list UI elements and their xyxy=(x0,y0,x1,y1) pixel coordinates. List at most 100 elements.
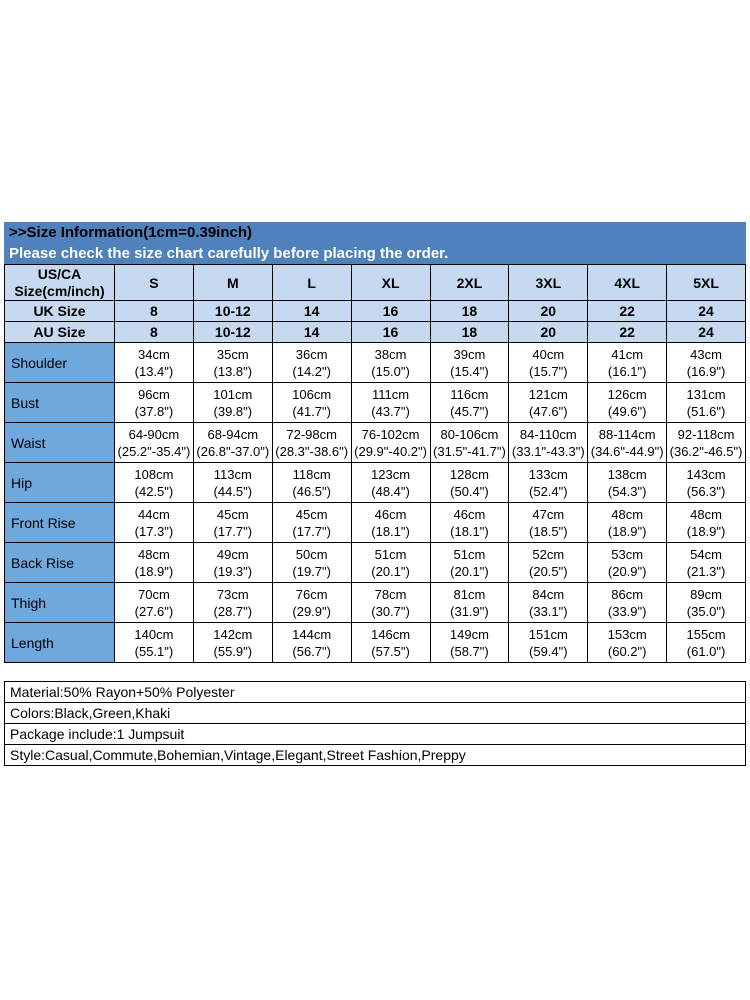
measurement-row-waist: Waist 64-90cm (25.2"-35.4") 68-94cm (26.8"… xyxy=(4,422,746,463)
measurement-value-3xl: 151cm (59.4") xyxy=(508,622,589,663)
uk-size-xl: 16 xyxy=(350,300,431,322)
measurement-value-l: 72-98cm (28.3"-38.6") xyxy=(271,422,352,463)
measurement-value-m: 101cm (39.8") xyxy=(192,382,273,423)
au-size-xl: 16 xyxy=(350,321,431,343)
measurement-value-l: 36cm (14.2") xyxy=(271,342,352,383)
measurement-value-2xl: 51cm (20.1") xyxy=(429,542,510,583)
measurement-value-xl: 78cm (30.7") xyxy=(350,582,431,623)
size-header-3xl: 3XL xyxy=(508,264,589,301)
measurement-value-5xl: 43cm (16.9") xyxy=(666,342,746,383)
product-info-line-2: Colors:Black,Green,Khaki xyxy=(5,703,745,724)
measurement-value-5xl: 155cm (61.0") xyxy=(666,622,746,663)
size-header-s: S xyxy=(114,264,194,301)
measurement-value-s: 44cm (17.3") xyxy=(114,502,194,543)
uk-size-4xl: 22 xyxy=(587,300,668,322)
measurement-row-bust: Bust 96cm (37.8") 101cm (39.8") 106cm (41.7… xyxy=(4,382,746,423)
size-header-row: US/CA Size(cm/inch) S M L XL 2XL 3XL 4XL 5XL xyxy=(4,264,746,301)
size-info-banner: >>Size Information(1cm=0.39inch) Please … xyxy=(4,222,746,264)
measurement-value-3xl: 133cm (52.4") xyxy=(508,462,589,503)
measurement-value-5xl: 143cm (56.3") xyxy=(666,462,746,503)
size-header-2xl: 2XL xyxy=(429,264,510,301)
measurement-row-shoulder: Shoulder 34cm (13.4") 35cm (13.8") 36cm (14… xyxy=(4,342,746,383)
size-header-4xl: 4XL xyxy=(587,264,668,301)
uk-size-3xl: 20 xyxy=(508,300,589,322)
product-info-box: Material:50% Rayon+50% Polyester Colors:B… xyxy=(4,681,746,766)
measurement-value-s: 64-90cm (25.2"-35.4") xyxy=(114,422,194,463)
measurement-row-back-rise: Back Rise 48cm (18.9") 49cm (19.3") 50cm (1… xyxy=(4,542,746,583)
measurement-value-4xl: 153cm (60.2") xyxy=(587,622,668,663)
measurement-value-2xl: 128cm (50.4") xyxy=(429,462,510,503)
au-size-2xl: 18 xyxy=(429,321,510,343)
measurement-value-s: 96cm (37.8") xyxy=(114,382,194,423)
measurement-value-2xl: 80-106cm (31.5"-41.7") xyxy=(429,422,510,463)
measurement-row-front-rise: Front Rise 44cm (17.3") 45cm (17.7") 45cm (… xyxy=(4,502,746,543)
size-header-l: L xyxy=(271,264,352,301)
measurement-value-3xl: 121cm (47.6") xyxy=(508,382,589,423)
measurement-value-l: 45cm (17.7") xyxy=(271,502,352,543)
au-size-4xl: 22 xyxy=(587,321,668,343)
measurement-value-xl: 38cm (15.0") xyxy=(350,342,431,383)
au-size-row: AU Size 8 10-12 14 16 18 20 22 24 xyxy=(4,321,746,343)
measurement-value-4xl: 138cm (54.3") xyxy=(587,462,668,503)
measurement-label: Length xyxy=(4,622,115,663)
measurement-value-m: 142cm (55.9") xyxy=(192,622,273,663)
measurement-value-4xl: 126cm (49.6") xyxy=(587,382,668,423)
measurement-value-s: 48cm (18.9") xyxy=(114,542,194,583)
measurement-value-2xl: 39cm (15.4") xyxy=(429,342,510,383)
measurement-value-xl: 51cm (20.1") xyxy=(350,542,431,583)
measurement-value-5xl: 54cm (21.3") xyxy=(666,542,746,583)
measurement-row-length: Length 140cm (55.1") 142cm (55.9") 144cm (5… xyxy=(4,622,746,663)
measurement-label: Back Rise xyxy=(4,542,115,583)
size-table-header: US/CA Size(cm/inch) S M L XL 2XL 3XL 4XL 5XL UK… xyxy=(4,264,746,343)
measurement-value-m: 35cm (13.8") xyxy=(192,342,273,383)
size-header-xl: XL xyxy=(350,264,431,301)
banner-title: >>Size Information(1cm=0.39inch) xyxy=(4,222,746,243)
measurement-row-hip: Hip 108cm (42.5") 113cm (44.5") 118cm (46.5… xyxy=(4,462,746,503)
measurement-value-4xl: 88-114cm (34.6"-44.9") xyxy=(587,422,668,463)
uk-size-2xl: 18 xyxy=(429,300,510,322)
measurement-value-l: 76cm (29.9") xyxy=(271,582,352,623)
size-chart-content: >>Size Information(1cm=0.39inch) Please … xyxy=(4,222,746,766)
au-size-m: 10-12 xyxy=(192,321,273,343)
measurement-label: Waist xyxy=(4,422,115,463)
size-corner-label: US/CA Size(cm/inch) xyxy=(4,264,115,301)
measurement-value-2xl: 149cm (58.7") xyxy=(429,622,510,663)
uk-size-5xl: 24 xyxy=(666,300,746,322)
au-size-5xl: 24 xyxy=(666,321,746,343)
measurement-value-m: 73cm (28.7") xyxy=(192,582,273,623)
measurement-label: Shoulder xyxy=(4,342,115,383)
measurement-value-s: 70cm (27.6") xyxy=(114,582,194,623)
measurement-row-thigh: Thigh 70cm (27.6") 73cm (28.7") 76cm (29.9"… xyxy=(4,582,746,623)
measurement-label: Bust xyxy=(4,382,115,423)
measurement-value-2xl: 81cm (31.9") xyxy=(429,582,510,623)
size-header-5xl: 5XL xyxy=(666,264,746,301)
measurement-label: Hip xyxy=(4,462,115,503)
uk-size-label: UK Size xyxy=(4,300,115,322)
measurement-value-l: 106cm (41.7") xyxy=(271,382,352,423)
measurement-value-m: 45cm (17.7") xyxy=(192,502,273,543)
measurement-value-5xl: 89cm (35.0") xyxy=(666,582,746,623)
measurement-value-s: 108cm (42.5") xyxy=(114,462,194,503)
measurement-value-l: 144cm (56.7") xyxy=(271,622,352,663)
au-size-l: 14 xyxy=(271,321,352,343)
measurement-value-2xl: 116cm (45.7") xyxy=(429,382,510,423)
measurement-value-m: 68-94cm (26.8"-37.0") xyxy=(192,422,273,463)
measurement-value-m: 113cm (44.5") xyxy=(192,462,273,503)
measurement-value-s: 140cm (55.1") xyxy=(114,622,194,663)
size-chart-table: US/CA Size(cm/inch) S M L XL 2XL 3XL 4XL 5XL UK… xyxy=(4,264,746,663)
measurement-value-5xl: 92-118cm (36.2"-46.5") xyxy=(666,422,746,463)
measurement-value-4xl: 86cm (33.9") xyxy=(587,582,668,623)
uk-size-m: 10-12 xyxy=(192,300,273,322)
measurement-value-xl: 46cm (18.1") xyxy=(350,502,431,543)
au-size-3xl: 20 xyxy=(508,321,589,343)
measurement-value-l: 50cm (19.7") xyxy=(271,542,352,583)
measurement-value-5xl: 48cm (18.9") xyxy=(666,502,746,543)
uk-size-row: UK Size 8 10-12 14 16 18 20 22 24 xyxy=(4,300,746,322)
measurement-value-4xl: 48cm (18.9") xyxy=(587,502,668,543)
measurement-value-3xl: 84cm (33.1") xyxy=(508,582,589,623)
measurement-value-s: 34cm (13.4") xyxy=(114,342,194,383)
uk-size-s: 8 xyxy=(114,300,194,322)
measurement-value-3xl: 47cm (18.5") xyxy=(508,502,589,543)
product-info-line-1: Material:50% Rayon+50% Polyester xyxy=(5,682,745,703)
measurement-value-xl: 146cm (57.5") xyxy=(350,622,431,663)
